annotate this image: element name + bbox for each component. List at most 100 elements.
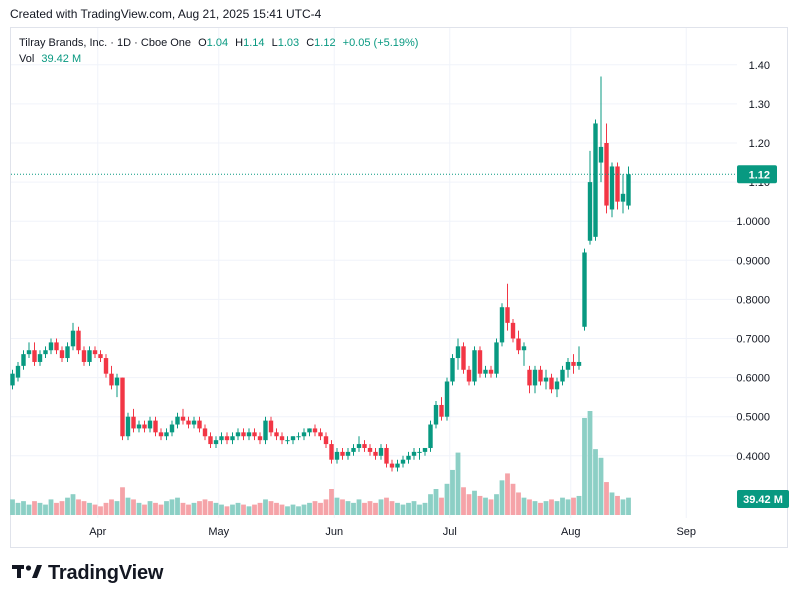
- volume-bar: [164, 501, 169, 515]
- brand-name: TradingView: [48, 562, 164, 584]
- candle-body: [81, 350, 87, 362]
- candle-body: [241, 432, 246, 437]
- candle-body: [87, 350, 92, 362]
- candle-body: [571, 361, 576, 366]
- candle-body: [532, 369, 538, 386]
- volume-bar: [351, 502, 356, 515]
- volume-bars: [10, 411, 631, 515]
- volume-bar: [362, 502, 367, 515]
- legend-vol-label: Vol: [19, 53, 35, 65]
- legend-change: +0.05 (+5.19%): [342, 37, 419, 49]
- volume-bar: [109, 499, 114, 515]
- volume-bar: [356, 499, 362, 515]
- legend-close-label: C: [306, 37, 315, 49]
- candle-body: [582, 252, 587, 327]
- time-tick-label: Aug: [561, 526, 581, 538]
- volume-bar: [246, 506, 252, 515]
- volume-bar: [527, 499, 532, 515]
- chart-caption: Created with TradingView.com, Aug 21, 20…: [10, 7, 322, 21]
- candle-body: [334, 451, 340, 460]
- candle-body: [472, 350, 477, 382]
- time-tick-label: Jun: [325, 526, 343, 538]
- time-tick-label: Apr: [89, 526, 106, 538]
- candle-body: [230, 436, 235, 441]
- candle-body: [554, 381, 560, 390]
- volume-bar: [422, 502, 428, 515]
- candle-body: [620, 193, 626, 202]
- legend-price-row: Tilray Brands, Inc. · 1D · Cboe One O1.0…: [19, 37, 419, 49]
- candle-body: [450, 358, 455, 382]
- candle-body: [543, 377, 549, 382]
- volume-bar: [439, 497, 444, 515]
- volume-bar: [301, 504, 307, 515]
- volume-bar: [202, 499, 208, 515]
- candle-body: [367, 447, 373, 452]
- candle-body: [351, 447, 356, 452]
- candle-body: [362, 444, 367, 448]
- volume-bar: [598, 457, 604, 515]
- legend-open-value: 1.04: [206, 37, 229, 49]
- candle-body: [120, 377, 125, 437]
- price-tick-label: 0.8000: [736, 294, 770, 306]
- volume-bar: [587, 411, 593, 515]
- volume-bar: [197, 501, 202, 515]
- volume-bar: [136, 502, 142, 515]
- volume-bar: [466, 494, 472, 515]
- volume-bar: [323, 499, 329, 515]
- candle-body: [197, 420, 202, 429]
- last-volume-label: 39.42 M: [743, 494, 783, 506]
- candle-body: [516, 338, 521, 351]
- time-tick-label: May: [208, 526, 229, 538]
- volume-bar: [175, 497, 180, 515]
- candle-body: [422, 447, 428, 452]
- candle-body: [279, 436, 285, 441]
- candle-body: [626, 174, 631, 206]
- candle-body: [175, 416, 180, 425]
- chart-grid: [11, 28, 737, 518]
- chart-legend: Tilray Brands, Inc. · 1D · Cboe One O1.0…: [19, 35, 418, 67]
- candle-body: [318, 432, 323, 437]
- volume-bar: [543, 501, 549, 515]
- volume-bar: [15, 502, 21, 515]
- candle-body: [268, 420, 274, 433]
- volume-bar: [213, 502, 219, 515]
- volume-bar: [340, 499, 345, 515]
- candle-body: [510, 322, 516, 339]
- price-axis: 0.4000 0.5000 0.6000 0.7000 0.8000 0.9000 1.00…: [736, 60, 789, 508]
- price-tick-label: 0.4000: [736, 451, 770, 463]
- candle-body: [158, 432, 164, 437]
- volume-bar: [334, 497, 340, 515]
- volume-bar: [241, 504, 246, 515]
- volume-bar: [378, 499, 384, 515]
- legend-interval: 1D: [117, 37, 132, 49]
- candle-body: [439, 404, 444, 417]
- volume-bar: [268, 501, 274, 515]
- candle-body: [136, 424, 142, 429]
- volume-bar: [186, 504, 191, 515]
- candle-body: [307, 428, 312, 433]
- candle-body: [560, 369, 565, 382]
- last-price-tag: [737, 165, 777, 184]
- volume-bar: [411, 501, 417, 515]
- candle-body: [494, 342, 499, 374]
- legend-volume-row: Vol 39.42 M: [19, 51, 418, 67]
- candle-body: [615, 166, 620, 202]
- candle-body: [428, 424, 433, 448]
- volume-bar: [103, 502, 109, 515]
- candle-body: [384, 447, 389, 464]
- volume-bar: [274, 502, 279, 515]
- volume-bar: [472, 490, 477, 515]
- volume-bar: [307, 502, 312, 515]
- volume-bar: [59, 501, 65, 515]
- volume-bar: [312, 501, 318, 515]
- volume-bar: [219, 504, 224, 515]
- tradingview-brand[interactable]: TradingView: [12, 562, 163, 585]
- volume-bar: [87, 502, 92, 515]
- candle-body: [224, 436, 230, 441]
- candle-body: [576, 361, 582, 366]
- candle-body: [15, 365, 21, 378]
- volume-bar: [499, 480, 505, 515]
- volume-bar: [252, 504, 257, 515]
- price-tick-label: 1.0000: [736, 216, 770, 228]
